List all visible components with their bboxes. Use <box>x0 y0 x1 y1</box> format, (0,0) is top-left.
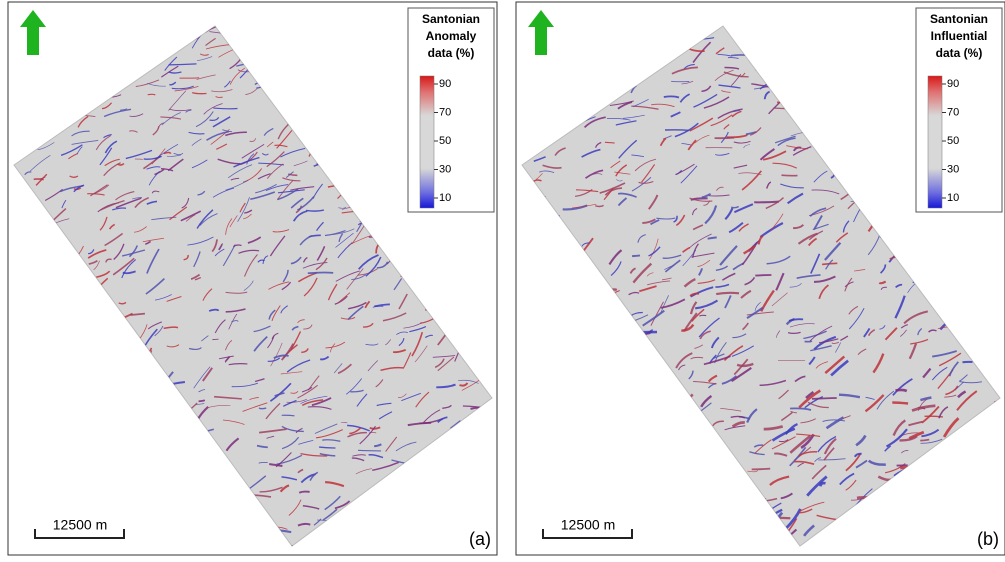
colorbar-tick-label: 30 <box>439 163 451 175</box>
panel: Santonian Anomaly data (%) 90 70 50 30 10 12500 … <box>8 2 509 555</box>
colorbar-tick-label: 90 <box>947 78 959 90</box>
scale-bar-label: 12500 m <box>53 517 107 533</box>
scale-bar-label: 12500 m <box>561 517 615 533</box>
map-stroke <box>752 469 771 470</box>
legend: Santonian Anomaly data (%) 90 70 50 30 10 <box>408 8 494 212</box>
colorbar-tick-label: 50 <box>439 135 451 147</box>
colorbar-tick-label: 70 <box>947 106 959 118</box>
colorbar <box>420 76 434 208</box>
colorbar-tick-label: 30 <box>947 163 959 175</box>
panel-label: (a) <box>469 529 491 549</box>
map-stroke <box>805 341 812 342</box>
map-stroke <box>358 450 381 451</box>
map-stroke <box>282 415 295 416</box>
colorbar-tick-label: 10 <box>439 192 451 204</box>
legend-title: data (%) <box>428 46 475 60</box>
map-stroke <box>632 255 640 256</box>
legend-title: Santonian <box>930 12 988 26</box>
legend-title: Santonian <box>422 12 480 26</box>
map-stroke <box>896 390 907 391</box>
figure: Santonian Anomaly data (%) 90 70 50 30 10 12500 … <box>0 0 1005 557</box>
map-stroke <box>605 142 615 143</box>
map-stroke <box>299 492 309 493</box>
colorbar-tick-label: 70 <box>439 106 451 118</box>
colorbar <box>928 76 942 208</box>
map-stroke <box>308 272 333 273</box>
page: Santonian Anomaly data (%) 90 70 50 30 10 12500 … <box>0 0 1005 562</box>
map-stroke <box>715 138 735 139</box>
map-stroke <box>199 400 205 401</box>
legend-title: Anomaly <box>426 29 477 43</box>
panel-label: (b) <box>977 529 999 549</box>
map-stroke <box>892 403 908 404</box>
legend-title: Influential <box>931 29 988 43</box>
colorbar-tick-label: 50 <box>947 135 959 147</box>
map-stroke <box>708 237 717 238</box>
map-stroke <box>812 398 837 399</box>
legend: Santonian Influential data (%) 90 70 50 30 10 <box>916 8 1002 212</box>
map-stroke <box>754 202 779 203</box>
map-stroke <box>665 130 689 131</box>
map-stroke <box>755 275 771 276</box>
legend-title: data (%) <box>936 46 983 60</box>
panel: Santonian Influential data (%) 90 70 50 30 10 12… <box>516 2 1005 555</box>
colorbar-tick-label: 10 <box>947 192 959 204</box>
colorbar-tick-label: 90 <box>439 78 451 90</box>
